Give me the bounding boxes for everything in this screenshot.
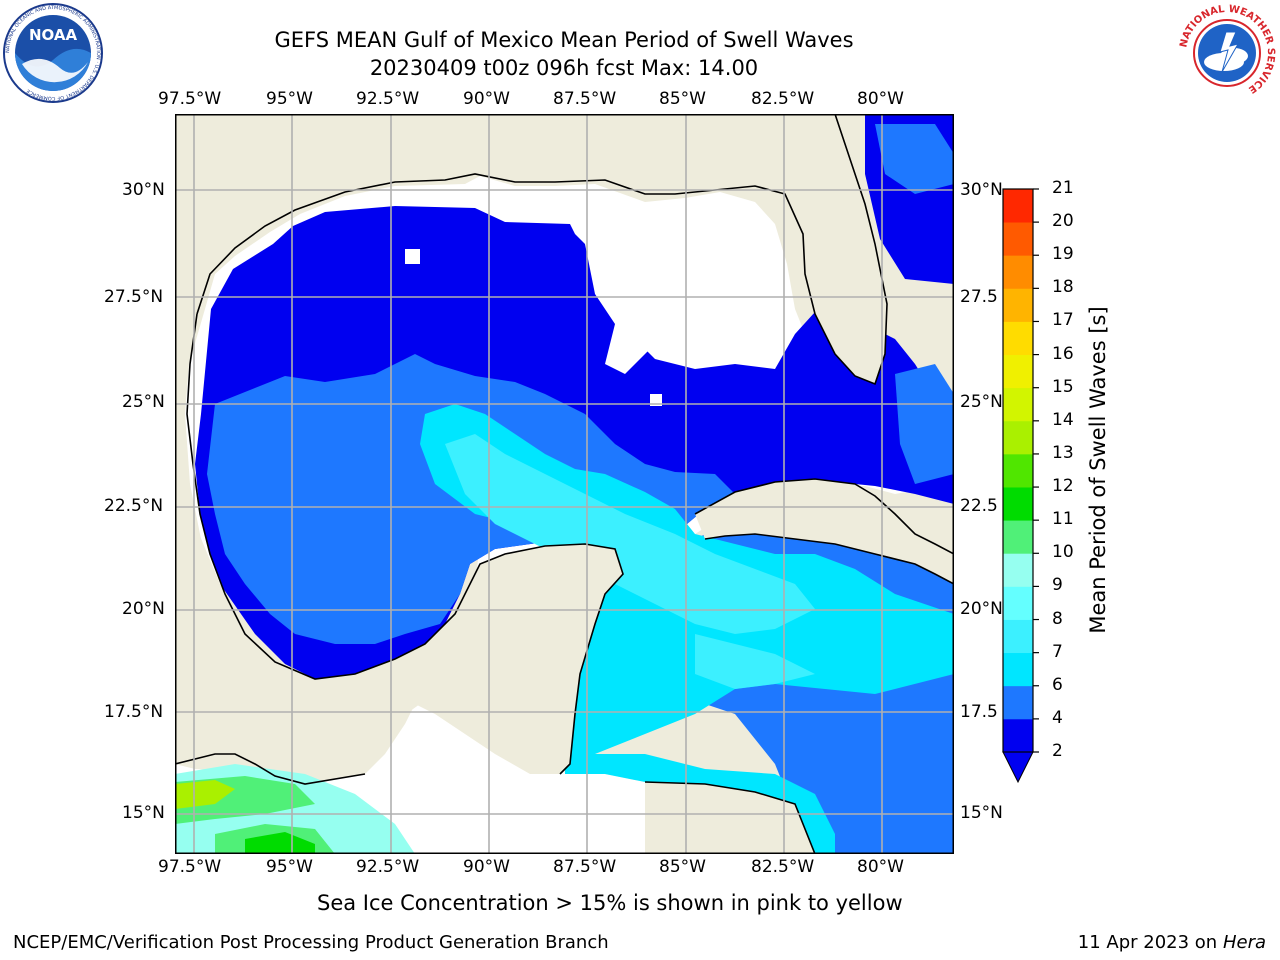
colorbar-segment [1003,652,1033,687]
colorbar-segment [1003,321,1033,355]
lat-label-right: 22.5 [960,496,998,516]
colorbar-segment [1003,387,1033,422]
lat-label-left: 30°N [122,180,165,200]
colorbar-tick-label: 15 [1052,376,1074,397]
colorbar-segment [1003,189,1033,223]
footer-date-text: 11 Apr 2023 on [1077,932,1223,953]
colorbar-segment [1003,487,1033,521]
colorbar-tick-label: 6 [1052,674,1063,695]
colorbar [1002,188,1039,784]
lon-label-bottom: 97.5°W [158,857,222,877]
lon-label-bottom: 82.5°W [751,857,815,877]
swell-band-light-cyan [445,434,815,634]
lat-label-right: 25°N [960,392,1003,412]
chart-title: GEFS MEAN Gulf of Mexico Mean Period of … [274,28,854,52]
lon-label-top: 87.5°W [553,89,617,109]
colorbar-tick-label: 19 [1052,244,1074,265]
lon-label-top: 90°W [463,89,510,109]
lat-label-right: 27.5 [960,287,998,307]
colorbar-extend-arrow [1002,751,1034,784]
lon-label-bottom: 92.5°W [356,857,420,877]
colorbar-tick-label: 17 [1052,310,1074,331]
lat-label-right: 17.5 [960,702,998,722]
colorbar-segment [1003,453,1033,488]
nws-logo: NATIONAL WEATHER SERVICE [1178,4,1276,101]
noaa-logo: NOAA NATIONAL OCEANIC AND ATMOSPHERIC AD… [3,3,103,103]
colorbar-segment [1003,354,1033,389]
coastline [175,114,954,854]
yucatan-land [175,494,623,854]
lon-label-top: 95°W [266,89,313,109]
colorbar-tick-label: 10 [1052,542,1074,563]
lat-label-left: 25°N [122,392,165,412]
colorbar-tick-label: 20 [1052,211,1074,232]
lon-label-top: 92.5°W [356,89,420,109]
noaa-logo-text: NOAA [29,26,78,44]
chart-subtitle: 20230409 t00z 096h fcst Max: 14.00 [369,56,759,80]
colorbar-segment [1003,222,1033,256]
colorbar-segment [1003,420,1033,455]
colorbar-tick-label: 4 [1052,707,1063,728]
lat-label-right: 15°N [960,803,1003,823]
colorbar-segment [1003,255,1033,289]
colorbar-frame [1002,188,1034,753]
map-panel [175,114,954,854]
cuba-land [695,479,954,584]
sea-ice-caption: Sea Ice Concentration > 15% is shown in … [317,891,903,915]
colorbar-tick-label: 16 [1052,343,1074,364]
footer-date: 11 Apr 2023 on Hera [1078,932,1266,953]
lat-label-left: 20°N [122,599,165,619]
lon-label-top: 85°W [659,89,706,109]
colorbar-tick-label: 11 [1052,509,1074,530]
colorbar-tick-label: 7 [1052,641,1063,662]
colorbar-segment [1003,288,1033,322]
lat-label-left: 27.5°N [104,287,164,307]
lon-label-top: 82.5°W [751,89,815,109]
lat-label-left: 22.5°N [104,496,164,516]
lat-label-left: 17.5°N [104,702,164,722]
footer-host: Hera [1222,932,1266,953]
colorbar-title: Mean Period of Swell Waves [s] [1086,306,1110,634]
colorbar-tick-label: 21 [1052,178,1074,198]
colorbar-tick-label: 12 [1052,476,1074,497]
colorbar-tick-label: 2 [1052,741,1063,761]
colorbar-tick-label: 8 [1052,608,1063,629]
colorbar-segment [1003,553,1033,587]
colorbar-tick-label: 18 [1052,277,1074,298]
lon-label-top: 80°W [857,89,904,109]
colorbar-segment [1003,685,1033,720]
lon-label-bottom: 87.5°W [553,857,617,877]
lat-label-left: 15°N [122,803,165,823]
lon-label-top: 97.5°W [158,89,222,109]
colorbar-tick-label: 9 [1052,575,1063,596]
colorbar-tick-label: 13 [1052,442,1074,463]
lon-label-bottom: 90°W [463,857,510,877]
gridlines [175,114,954,854]
lat-label-right: 20°N [960,599,1003,619]
lon-label-bottom: 80°W [857,857,904,877]
lon-label-bottom: 85°W [659,857,706,877]
lat-label-right: 30°N [960,180,1003,200]
colorbar-tick-label: 14 [1052,409,1074,430]
colorbar-segment [1003,619,1033,654]
lon-label-bottom: 95°W [266,857,313,877]
colorbar-segment [1003,718,1033,753]
colorbar-segment [1003,520,1033,554]
map-frame [175,114,954,854]
footer-credit: NCEP/EMC/Verification Post Processing Pr… [13,932,609,953]
colorbar-segment [1003,586,1033,620]
colorbar-segments [1003,189,1033,753]
